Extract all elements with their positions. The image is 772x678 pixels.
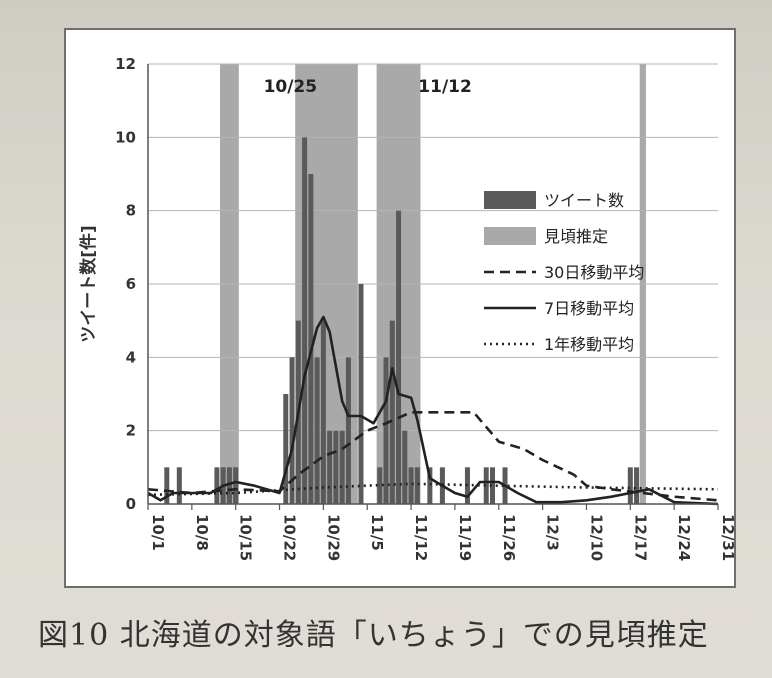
tweet-bar xyxy=(320,320,326,504)
tweet-bar xyxy=(402,430,408,504)
tweet-bar xyxy=(339,430,345,504)
y-tick-label: 4 xyxy=(126,348,136,366)
legend-label: 1年移動平均 xyxy=(544,335,634,354)
legend-swatch-tweets xyxy=(484,191,536,209)
series-line-dotted xyxy=(147,482,719,497)
tweet-bar xyxy=(414,467,420,504)
tweet-bar xyxy=(233,467,239,504)
date-annotation: 11/12 xyxy=(418,77,472,97)
x-tick-label: 11/19 xyxy=(456,514,474,561)
tweet-bar xyxy=(383,357,389,504)
y-axis-label: ツイート数[件] xyxy=(78,225,99,343)
x-tick-label: 10/15 xyxy=(237,514,255,561)
legend-label: ツイート数 xyxy=(544,191,624,210)
tweet-bar xyxy=(389,320,395,504)
y-tick-label: 8 xyxy=(126,202,136,220)
legend-label: 30日移動平均 xyxy=(544,263,644,282)
y-tick-label: 10 xyxy=(115,128,136,146)
y-tick-label: 0 xyxy=(126,495,136,513)
annotations: 10/25 11/12 xyxy=(264,77,472,97)
chart-frame: 0 2 4 6 8 10 12 10/1 10/8 10/15 10/22 10/29 11/5 11/1… xyxy=(64,28,737,588)
date-annotation: 10/25 xyxy=(264,77,318,97)
tweet-bar xyxy=(327,430,333,504)
y-tick-label: 12 xyxy=(115,55,136,73)
x-tick-label: 11/26 xyxy=(500,514,518,561)
x-tick-label: 10/22 xyxy=(281,514,299,561)
legend-label: 7日移動平均 xyxy=(544,299,634,318)
tweet-bar xyxy=(408,467,414,504)
x-tick-label: 12/3 xyxy=(544,514,562,551)
tweet-bar xyxy=(176,467,182,504)
x-tick-label: 10/29 xyxy=(324,514,342,561)
tweet-bar xyxy=(226,467,232,504)
x-tick-label: 10/8 xyxy=(193,514,211,551)
tweet-bars xyxy=(164,137,640,504)
x-tick-label: 12/24 xyxy=(675,514,693,561)
tweet-bar xyxy=(314,357,320,504)
legend-swatch-mirokoro xyxy=(484,227,536,245)
figure-caption: 図10 北海道の対象語「いちょう」での見頃推定 xyxy=(38,618,709,653)
tweet-bar xyxy=(302,137,308,504)
axes: 0 2 4 6 8 10 12 10/1 10/8 10/15 10/22 10/29 11/5 11/1… xyxy=(78,55,737,561)
tweet-bar xyxy=(289,357,295,504)
series-line-dashed xyxy=(147,410,719,502)
tweet-bar xyxy=(283,394,289,504)
tweet-bar xyxy=(490,467,496,504)
tweet-bar xyxy=(214,467,220,504)
tweet-bar xyxy=(164,467,170,504)
series-line-solid xyxy=(147,315,719,506)
tweet-bar xyxy=(377,467,383,504)
tweet-bar xyxy=(634,467,640,504)
moving-average-lines xyxy=(147,315,719,506)
x-tick-label: 11/12 xyxy=(412,514,430,561)
tweet-bar xyxy=(358,284,364,504)
tweet-chart: 0 2 4 6 8 10 12 10/1 10/8 10/15 10/22 10/29 11/5 11/1… xyxy=(78,55,737,561)
tweet-bar xyxy=(427,467,433,504)
tweet-bar xyxy=(308,174,314,504)
tweet-bar xyxy=(333,430,339,504)
y-tick-label: 6 xyxy=(126,275,136,293)
x-tick-label: 12/31 xyxy=(719,514,734,561)
x-tick-label: 12/10 xyxy=(587,514,605,561)
tweet-bar xyxy=(396,210,402,504)
x-tick-label: 12/17 xyxy=(631,514,649,561)
tweet-bar xyxy=(345,357,351,504)
tweet-bar xyxy=(627,467,633,504)
x-tick-label: 10/1 xyxy=(149,514,167,551)
tweet-bar xyxy=(483,467,489,504)
legend-label: 見頃推定 xyxy=(544,227,608,246)
x-tick-label: 11/5 xyxy=(368,514,386,551)
y-tick-label: 2 xyxy=(126,422,136,440)
